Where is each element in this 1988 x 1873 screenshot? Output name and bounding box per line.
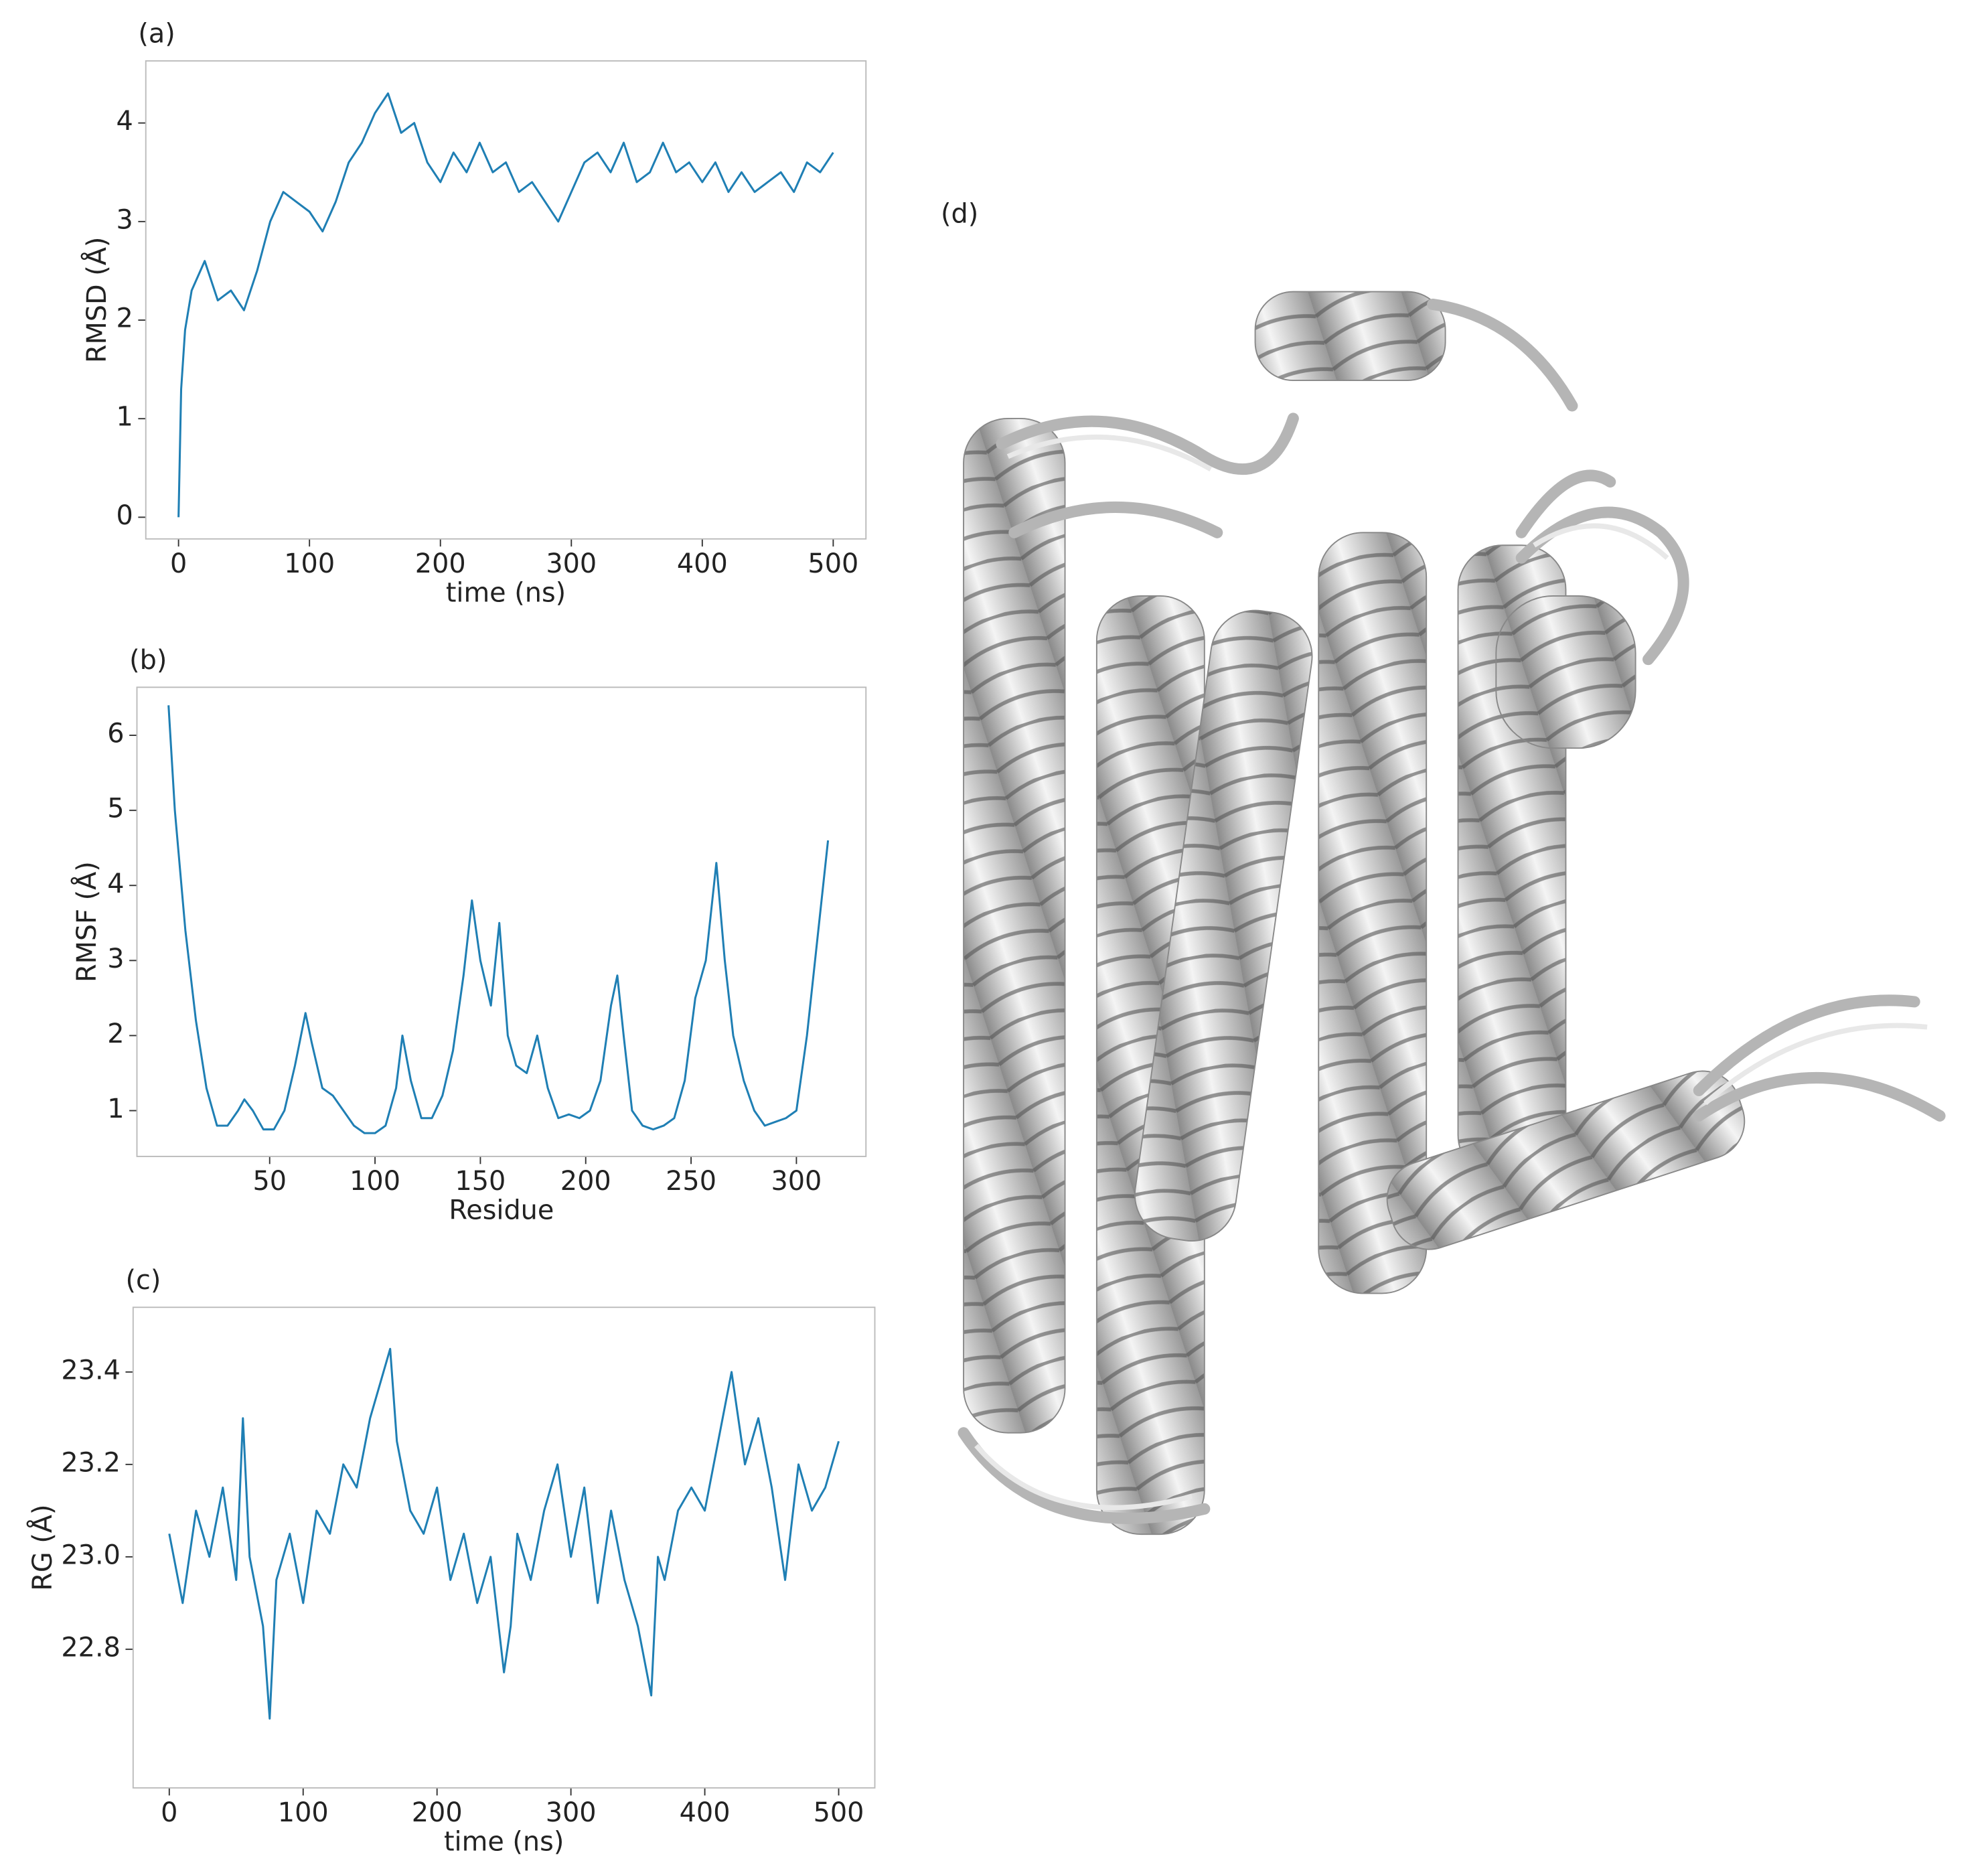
plot-frame — [132, 1306, 876, 1789]
plot-frame — [145, 60, 867, 540]
loop-highlight — [974, 434, 1928, 1511]
y-tick-label: 1 — [117, 402, 133, 433]
y-tick-label: 6 — [107, 719, 124, 749]
y-tick-label: 2 — [107, 1019, 124, 1049]
y-axis-label: RMSF (Å) — [71, 861, 102, 982]
x-tick-label: 400 — [680, 1797, 731, 1828]
data-line — [167, 705, 830, 1134]
y-axis-label: RG (Å) — [27, 1504, 58, 1590]
data-line — [177, 92, 834, 518]
x-axis-label: time (ns) — [444, 1827, 564, 1858]
helix — [963, 417, 1066, 1434]
x-axis-label: Residue — [449, 1195, 554, 1226]
helix — [1134, 609, 1313, 1242]
data-line — [168, 1347, 840, 1720]
y-tick-label: 23.0 — [61, 1540, 121, 1570]
x-tick-label: 0 — [170, 548, 187, 579]
helix — [1495, 595, 1636, 749]
x-tick-label: 400 — [677, 548, 728, 579]
helix — [1386, 1070, 1746, 1250]
y-tick-label: 23.2 — [61, 1447, 121, 1478]
y-tick-label: 22.8 — [61, 1632, 121, 1663]
y-tick-label: 4 — [117, 106, 133, 137]
helix — [1254, 291, 1446, 382]
x-tick-label: 300 — [546, 1797, 597, 1828]
x-tick-label: 500 — [814, 1797, 864, 1828]
x-tick-label: 300 — [771, 1166, 822, 1197]
panel-label: (a) — [138, 19, 175, 50]
y-tick-label: 5 — [107, 794, 124, 824]
y-tick-label: 0 — [117, 500, 133, 531]
x-tick-label: 250 — [666, 1166, 716, 1197]
loop — [958, 298, 1946, 1524]
y-axis-label: RMSD (Å) — [81, 237, 112, 364]
x-tick-label: 150 — [455, 1166, 506, 1197]
x-tick-label: 200 — [560, 1166, 611, 1197]
x-tick-label: 0 — [161, 1797, 177, 1828]
helix — [1318, 532, 1428, 1294]
panel-label: (c) — [125, 1265, 161, 1296]
panel-label: (d) — [941, 198, 978, 229]
y-tick-label: 1 — [107, 1094, 124, 1124]
x-tick-label: 100 — [284, 548, 335, 579]
x-tick-label: 100 — [278, 1797, 329, 1828]
y-tick-label: 23.4 — [61, 1355, 121, 1385]
y-tick-label: 2 — [117, 303, 133, 334]
protein-structure — [958, 291, 1946, 1535]
x-tick-label: 500 — [808, 548, 858, 579]
x-tick-label: 200 — [415, 548, 466, 579]
x-tick-label: 300 — [546, 548, 597, 579]
plot-frame — [136, 686, 867, 1157]
panel-label: (b) — [129, 645, 167, 676]
x-axis-label: time (ns) — [446, 578, 566, 609]
x-tick-label: 100 — [350, 1166, 400, 1197]
y-tick-label: 3 — [107, 944, 124, 974]
x-tick-label: 50 — [252, 1166, 287, 1197]
y-tick-label: 3 — [117, 204, 133, 235]
x-tick-label: 200 — [412, 1797, 463, 1828]
y-tick-label: 4 — [107, 869, 124, 899]
